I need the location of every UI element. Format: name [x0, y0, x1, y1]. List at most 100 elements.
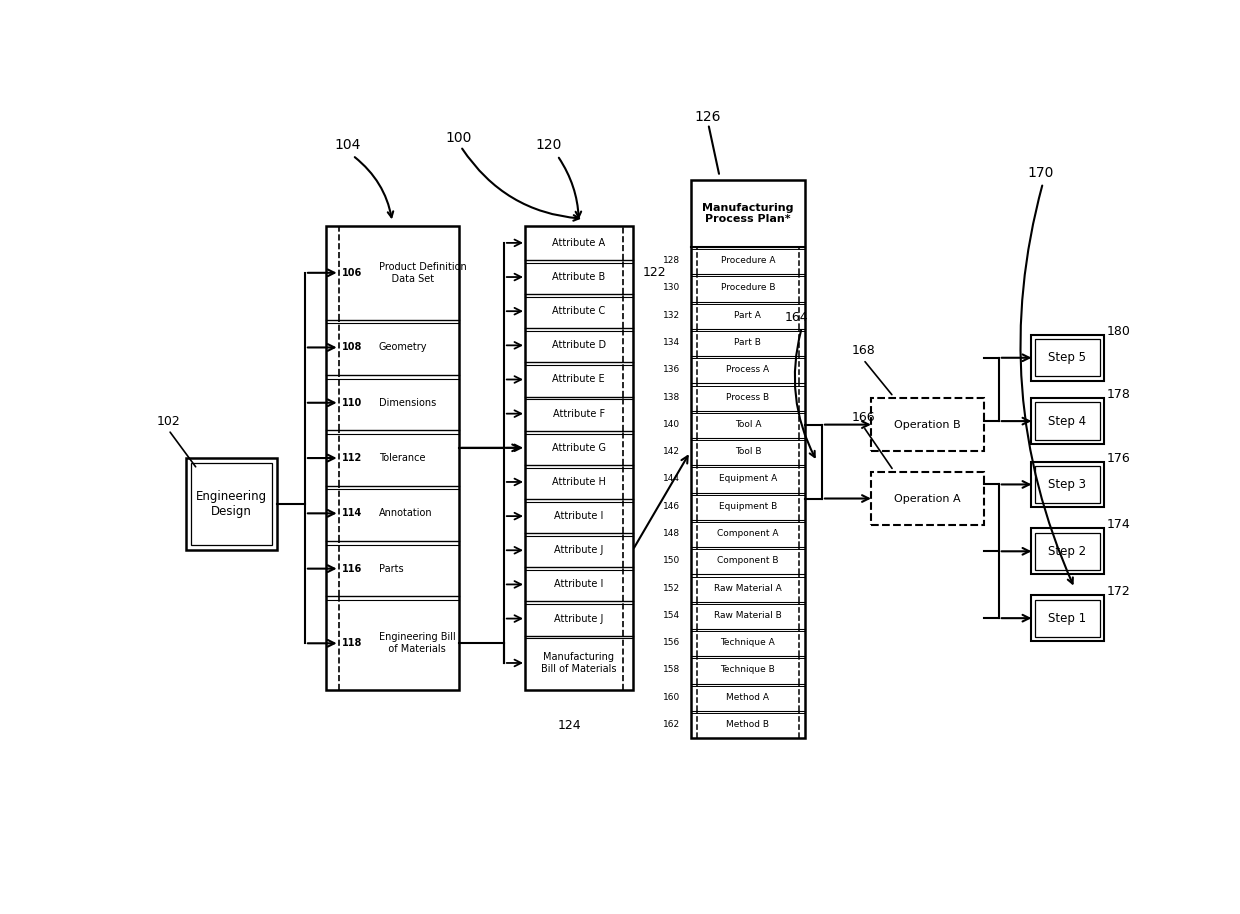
Text: Tool A: Tool A	[734, 420, 761, 429]
Bar	[691, 180, 805, 739]
Bar	[1032, 528, 1104, 574]
Text: 150: 150	[662, 557, 680, 565]
Text: 126: 126	[694, 110, 722, 123]
Text: Attribute A: Attribute A	[552, 238, 605, 248]
Text: Technique B: Technique B	[720, 665, 775, 675]
Text: 178: 178	[1106, 388, 1131, 401]
Text: 110: 110	[342, 398, 362, 408]
Bar	[1035, 339, 1100, 377]
Text: Technique A: Technique A	[720, 638, 775, 647]
Text: 112: 112	[342, 453, 362, 463]
Text: 142: 142	[662, 447, 680, 456]
Text: 138: 138	[662, 393, 680, 401]
Text: 156: 156	[662, 638, 680, 647]
Text: 140: 140	[662, 420, 680, 429]
Text: 118: 118	[342, 638, 363, 648]
Bar	[326, 226, 459, 690]
Text: 130: 130	[662, 283, 680, 292]
Text: 120: 120	[536, 138, 562, 152]
Text: Geometry: Geometry	[379, 343, 428, 353]
Text: Attribute I: Attribute I	[554, 511, 604, 521]
Text: 152: 152	[662, 584, 680, 592]
Text: 128: 128	[662, 256, 680, 265]
Text: 108: 108	[342, 343, 363, 353]
Text: 148: 148	[662, 529, 680, 538]
Bar	[870, 399, 985, 451]
Text: 164: 164	[785, 311, 808, 324]
Text: 134: 134	[662, 338, 680, 347]
Text: Attribute D: Attribute D	[552, 340, 606, 350]
Text: 136: 136	[662, 366, 680, 375]
Bar	[1035, 533, 1100, 570]
Text: Component A: Component A	[717, 529, 779, 538]
Bar	[1035, 466, 1100, 503]
Text: Step 4: Step 4	[1048, 415, 1086, 428]
Text: Manufacturing
Bill of Materials: Manufacturing Bill of Materials	[541, 653, 616, 674]
Text: Step 5: Step 5	[1049, 351, 1086, 365]
Text: Dimensions: Dimensions	[379, 398, 436, 408]
Text: Part B: Part B	[734, 338, 761, 347]
Text: 122: 122	[642, 266, 666, 279]
Text: 160: 160	[662, 693, 680, 702]
Bar	[186, 458, 277, 549]
Text: Procedure B: Procedure B	[720, 283, 775, 292]
Bar	[1035, 600, 1100, 637]
Text: Attribute B: Attribute B	[552, 272, 605, 282]
Text: 124: 124	[557, 719, 580, 732]
Bar	[1032, 399, 1104, 444]
Text: 146: 146	[662, 502, 680, 511]
Text: Attribute J: Attribute J	[554, 546, 604, 556]
Text: 106: 106	[342, 268, 362, 278]
Text: Component B: Component B	[717, 557, 779, 565]
Text: Step 1: Step 1	[1048, 611, 1086, 624]
Text: Manufacturing
Process Plan*: Manufacturing Process Plan*	[702, 203, 794, 224]
Text: Attribute F: Attribute F	[553, 409, 605, 419]
Text: 172: 172	[1106, 585, 1130, 599]
Text: 116: 116	[342, 564, 362, 574]
Text: 100: 100	[445, 131, 471, 144]
Bar	[1032, 595, 1104, 641]
Text: Equipment B: Equipment B	[719, 502, 777, 511]
Text: Attribute E: Attribute E	[553, 375, 605, 385]
Text: Engineering Bill
   of Materials: Engineering Bill of Materials	[379, 632, 455, 654]
Text: 132: 132	[662, 311, 680, 320]
Text: 144: 144	[662, 474, 680, 484]
Text: Attribute C: Attribute C	[552, 306, 605, 316]
Text: Attribute I: Attribute I	[554, 579, 604, 590]
Text: Method A: Method A	[727, 693, 770, 702]
Text: Parts: Parts	[379, 564, 403, 574]
Text: Annotation: Annotation	[379, 508, 433, 518]
Text: Attribute G: Attribute G	[552, 442, 606, 452]
Text: 104: 104	[334, 138, 361, 152]
Text: Product Definition
    Data Set: Product Definition Data Set	[379, 262, 466, 283]
Text: Procedure A: Procedure A	[720, 256, 775, 265]
Text: Raw Material B: Raw Material B	[714, 611, 781, 620]
Text: Part A: Part A	[734, 311, 761, 320]
Text: Attribute H: Attribute H	[552, 477, 605, 487]
Bar	[1032, 335, 1104, 380]
Text: Attribute J: Attribute J	[554, 613, 604, 623]
Text: 154: 154	[662, 611, 680, 620]
Text: Step 3: Step 3	[1049, 478, 1086, 491]
Text: 168: 168	[852, 344, 875, 356]
Bar	[870, 473, 985, 525]
Bar	[1032, 462, 1104, 507]
Text: Process A: Process A	[727, 366, 770, 375]
Text: 102: 102	[157, 415, 181, 428]
Bar	[525, 226, 632, 690]
Bar	[1035, 402, 1100, 440]
Text: 176: 176	[1106, 452, 1130, 464]
Text: 162: 162	[662, 720, 680, 729]
Text: Method B: Method B	[727, 720, 770, 729]
Text: 166: 166	[852, 410, 875, 424]
Text: 158: 158	[662, 665, 680, 675]
Text: Operation B: Operation B	[894, 420, 961, 430]
Bar	[191, 463, 273, 545]
Text: 170: 170	[1028, 166, 1054, 180]
Text: 114: 114	[342, 508, 362, 518]
Text: 180: 180	[1106, 324, 1131, 338]
Text: Equipment A: Equipment A	[719, 474, 777, 484]
Text: Tool B: Tool B	[734, 447, 761, 456]
Text: Operation A: Operation A	[894, 494, 961, 504]
Text: 174: 174	[1106, 518, 1130, 531]
